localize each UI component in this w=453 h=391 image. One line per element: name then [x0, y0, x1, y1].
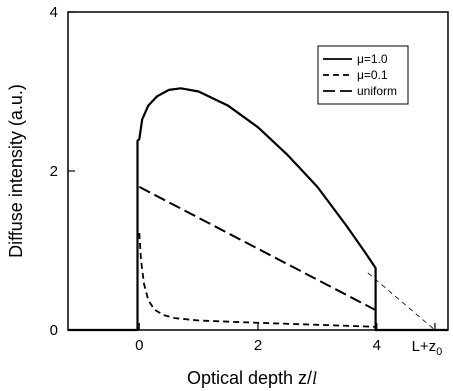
x-special-tick-label: L+z0: [412, 338, 443, 358]
y-tick-label: 4: [50, 4, 58, 21]
axis-ticks: 0 2 4 0 2 4 L+z0: [50, 4, 443, 358]
x-axis-label-text: Optical depth z/: [187, 368, 312, 388]
x-tick-label: 4: [373, 337, 381, 354]
series-line-3: [138, 186, 377, 311]
x-tick-label: 2: [254, 337, 262, 354]
legend: μ=1.0 μ=0.1 uniform: [317, 45, 409, 105]
plot-lines: [68, 87, 448, 332]
legend-label-1: μ=1.0: [357, 52, 388, 66]
x-axis-label: Optical depth z/l: [187, 368, 317, 388]
y-tick-label: 2: [50, 163, 58, 180]
legend-label-2: μ=0.1: [357, 68, 388, 82]
series-line-2: [138, 232, 376, 328]
y-tick-label: 0: [50, 322, 58, 339]
series-line-4: [367, 272, 436, 331]
series-line-1: [68, 87, 448, 332]
legend-label-3: uniform: [357, 84, 397, 98]
y-axis-label: Diffuse intensity (a.u.): [6, 84, 26, 258]
x-axis-label-italic: l: [312, 368, 317, 388]
x-tick-label: 0: [135, 337, 143, 354]
